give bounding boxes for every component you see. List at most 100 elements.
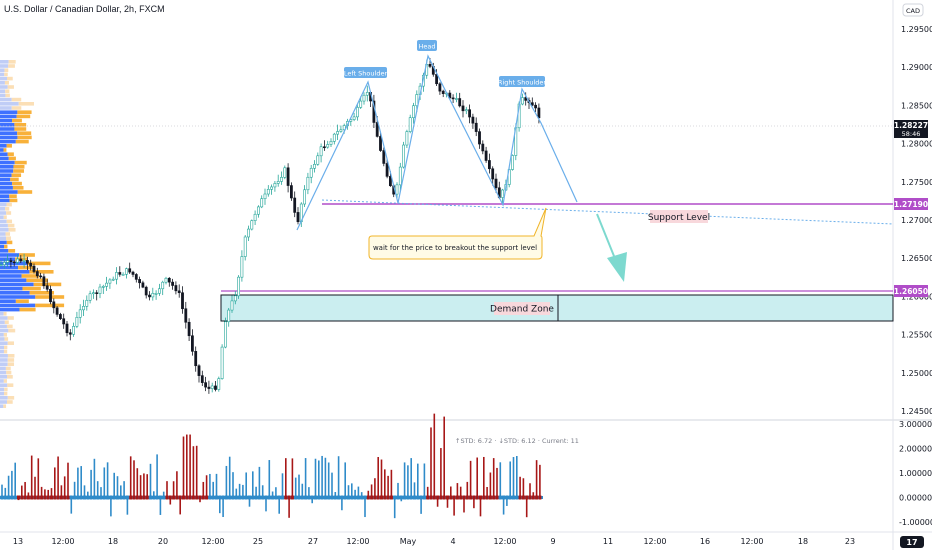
indicator-dot <box>439 495 443 500</box>
profile-bar-up <box>0 135 18 140</box>
indicator-dot <box>518 495 522 500</box>
indicator-dot <box>406 495 410 500</box>
indicator-dot <box>139 495 143 500</box>
candle-body <box>296 212 300 223</box>
head-label[interactable]: Head <box>417 40 437 51</box>
candle-body <box>78 309 82 318</box>
candle-body <box>108 279 112 284</box>
indicator-axis[interactable]: 3.00000 2.00000 1.00000 0.00000 -1.00000 <box>899 420 932 527</box>
indicator-dot <box>485 495 489 500</box>
candle-body <box>88 293 92 301</box>
profile-bar-up <box>0 131 18 135</box>
profile-bar-down <box>17 131 32 135</box>
indicator-dot <box>502 495 506 500</box>
candle-body <box>204 382 208 388</box>
candle-body <box>474 122 478 132</box>
indicator-dot <box>459 495 463 500</box>
candle-body <box>65 323 69 334</box>
profile-bar-up <box>0 370 7 375</box>
indicator-dot <box>492 495 496 500</box>
candle-body <box>187 321 191 337</box>
profile-bar-down <box>7 383 14 387</box>
candle-body <box>398 166 402 186</box>
left-shoulder-label[interactable]: Left Shoulder <box>344 67 388 78</box>
indicator-dot <box>122 495 126 500</box>
candle-body <box>280 177 283 182</box>
indicator-dot <box>413 495 416 500</box>
time-axis-label: 18 <box>798 537 808 546</box>
candle-body <box>438 83 442 92</box>
profile-bar-down <box>29 291 55 295</box>
profile-bar-down <box>11 173 22 177</box>
profile-bar-up <box>0 328 9 333</box>
profile-bar-up <box>0 139 16 144</box>
indicator-axis-label: 3.00000 <box>899 420 932 429</box>
profile-bar-up <box>0 383 8 387</box>
profile-bar-down <box>29 270 54 274</box>
profile-bar-down <box>5 93 10 98</box>
price-axis[interactable]: 1.29500 1.29000 1.28500 1.28000 1.27500 1.270… <box>901 25 932 416</box>
profile-bar-up <box>0 291 30 295</box>
profile-bar-down <box>19 253 35 257</box>
candle-body <box>125 268 128 275</box>
support-level-label[interactable]: Support Level <box>648 210 710 223</box>
profile-bar-up <box>0 118 13 123</box>
profile-bar-down <box>7 223 15 228</box>
candle-body <box>240 256 244 278</box>
profile-bar-up <box>0 244 5 249</box>
time-axis[interactable]: 13 12:00 18 20 12:00 25 27 12:00 May 4 12:00 9 11 12:… <box>13 537 855 546</box>
indicator-dot <box>304 495 308 500</box>
demand-zone-label[interactable]: Demand Zone <box>490 302 554 315</box>
indicator-dot <box>152 495 156 500</box>
indicator-dot <box>66 495 70 500</box>
profile-bar-down <box>4 387 8 392</box>
profile-bar-down <box>11 106 22 110</box>
indicator-dot <box>221 495 225 500</box>
candle-body <box>270 186 274 190</box>
price-axis-label: 1.29000 <box>901 63 932 72</box>
indicator-dot <box>119 495 123 500</box>
profile-bar-up <box>0 114 17 119</box>
candle-body <box>339 129 343 132</box>
profile-bar-up <box>0 228 9 232</box>
candle-body <box>352 116 356 120</box>
profile-bar-down <box>17 135 32 140</box>
currency-badge[interactable]: CAD <box>902 3 924 17</box>
indicator-dot <box>370 495 374 500</box>
candle-body <box>6 260 10 263</box>
profile-bar-down <box>11 97 22 102</box>
indicator-dot <box>182 495 185 500</box>
candle-body <box>32 265 36 272</box>
indicator-dot <box>231 495 235 500</box>
indicator-dot <box>521 495 525 500</box>
note-callout[interactable]: wait for the price to breakout the suppo… <box>368 207 547 260</box>
indicator-dot <box>307 495 311 500</box>
time-axis-label: 20 <box>158 537 168 546</box>
indicator-dot <box>254 495 258 500</box>
profile-bar-up <box>0 274 22 278</box>
indicator-dot <box>135 495 139 500</box>
candle-body <box>177 290 181 294</box>
indicator-dot <box>330 495 334 500</box>
right-shoulder-label[interactable]: Right Shoulder <box>498 76 546 87</box>
candle-body <box>191 335 194 352</box>
tradingview-logo[interactable]: 17 <box>900 536 924 548</box>
candle-body <box>220 346 224 379</box>
profile-bar-up <box>0 286 23 291</box>
profile-bar-up <box>0 110 18 114</box>
indicator-dot <box>43 495 47 500</box>
indicator-dot <box>294 495 298 500</box>
demand-zone-box[interactable] <box>220 294 894 322</box>
head-shoulders-pattern[interactable] <box>296 54 578 231</box>
profile-bar-down <box>6 324 13 329</box>
head-text: Head <box>419 43 436 51</box>
candle-body <box>16 258 19 263</box>
candle-body <box>468 109 472 118</box>
candle-body <box>511 155 514 170</box>
indicator-dot <box>99 495 103 500</box>
candle-body <box>35 271 39 277</box>
profile-bar-up <box>0 68 5 72</box>
indicator-dot <box>59 495 63 500</box>
neckline-trend-line[interactable] <box>321 199 894 225</box>
